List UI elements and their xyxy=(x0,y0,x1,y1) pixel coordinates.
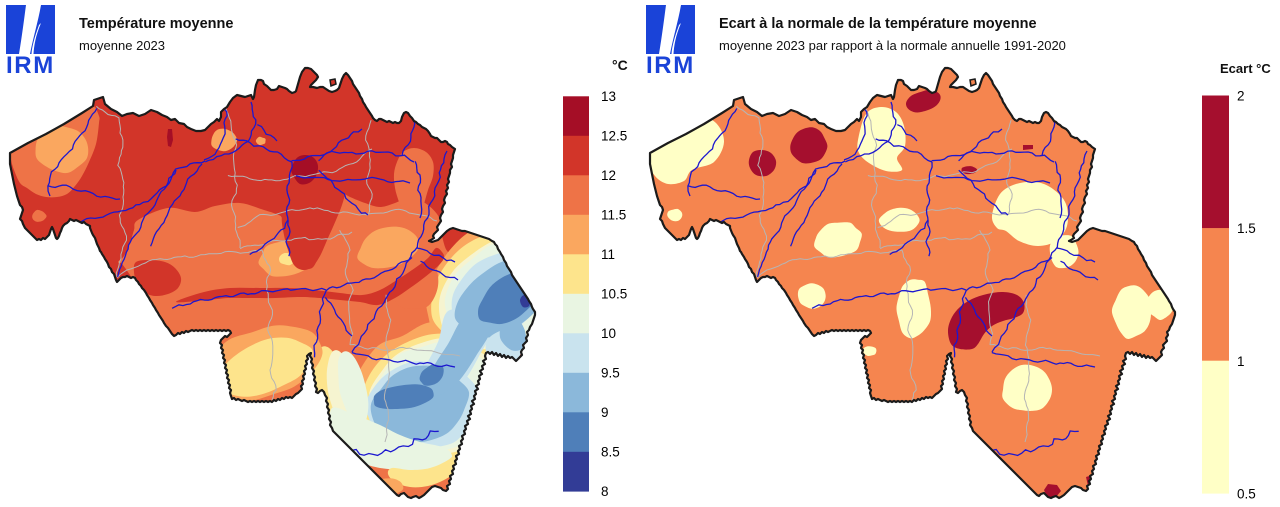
svg-text:9.5: 9.5 xyxy=(601,366,620,381)
svg-text:12.5: 12.5 xyxy=(601,129,627,144)
svg-text:IRM: IRM xyxy=(6,52,55,79)
svg-text:1.5: 1.5 xyxy=(1237,221,1256,236)
svg-text:10: 10 xyxy=(601,326,616,341)
svg-text:8.5: 8.5 xyxy=(601,445,620,460)
svg-text:11.5: 11.5 xyxy=(601,208,626,223)
svg-text:11: 11 xyxy=(601,247,615,262)
svg-text:0.5: 0.5 xyxy=(1237,486,1256,501)
svg-text:2: 2 xyxy=(1237,89,1245,104)
svg-text:9: 9 xyxy=(601,405,609,420)
svg-text:8: 8 xyxy=(601,484,609,499)
svg-text:1: 1 xyxy=(1237,354,1245,369)
svg-text:12: 12 xyxy=(601,168,616,183)
svg-text:13: 13 xyxy=(601,89,616,104)
svg-text:10.5: 10.5 xyxy=(601,287,627,302)
svg-text:IRM: IRM xyxy=(646,52,695,79)
